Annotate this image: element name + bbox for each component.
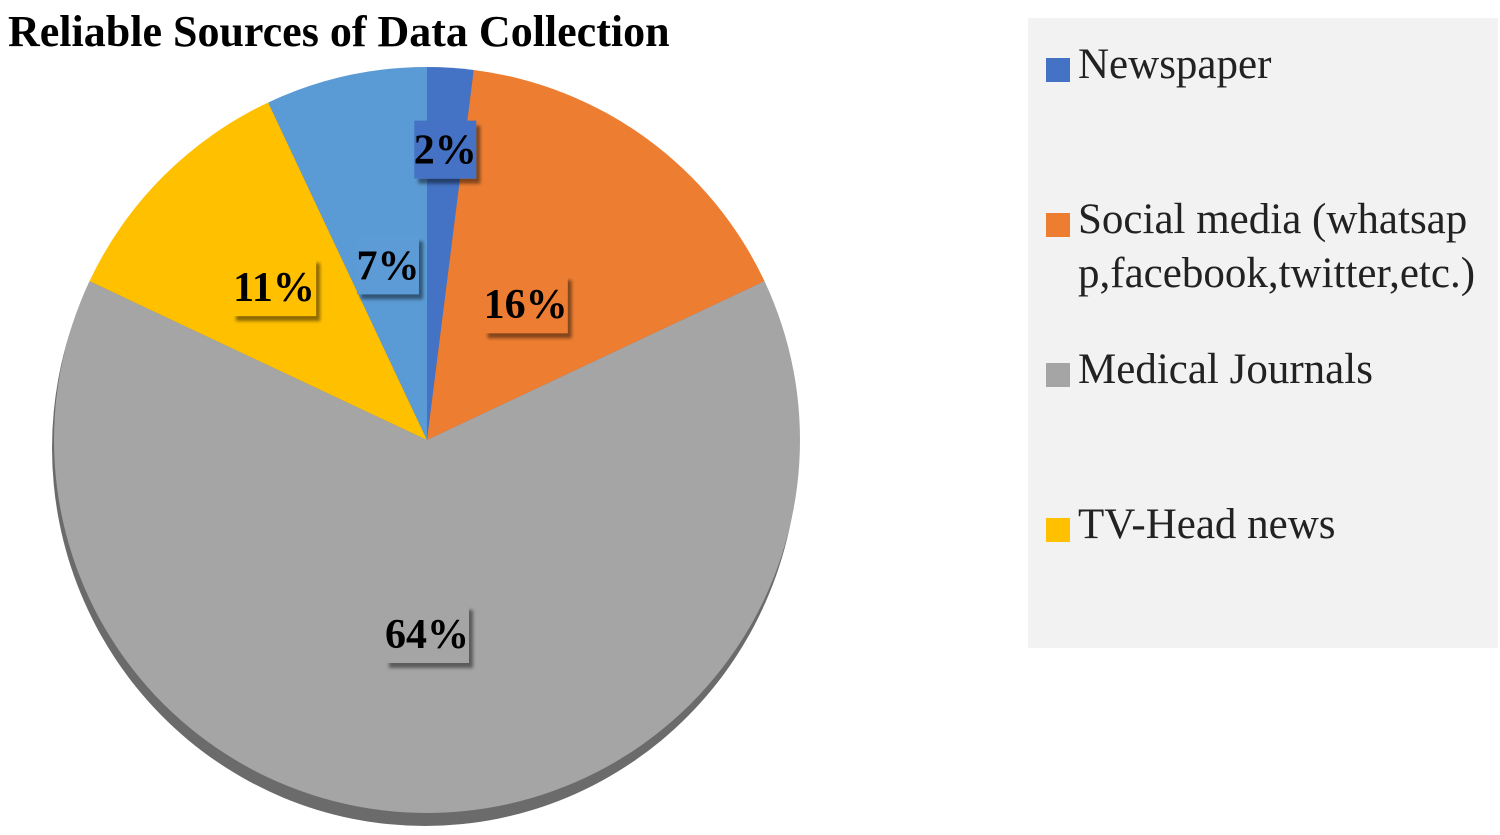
pie-slice-social-media-whatsapp-facebook-twitter-etc [427, 69, 765, 440]
legend-item-social-media: Social media (whatsapp,facebook,twitter,… [1046, 193, 1486, 301]
legend-label-tv-head-news: TV-Head news [1078, 501, 1336, 548]
data-label: 7% [356, 243, 419, 289]
pie-slices [54, 67, 800, 813]
legend-swatch-medical-journals [1046, 363, 1070, 387]
pie-chart: 2% 16% 64% 11% 7% [52, 67, 800, 826]
data-label-box [356, 236, 419, 295]
data-label: 16% [484, 282, 568, 328]
legend: Newspaper Social media (whatsapp,faceboo… [1028, 18, 1498, 648]
data-label-box [414, 120, 477, 179]
data-label: 2% [414, 128, 477, 174]
data-label-box [232, 258, 317, 317]
legend-swatch-tv-head-news [1046, 518, 1070, 542]
legend-label-social-media: Social media (whatsapp,facebook,twitter,… [1078, 196, 1476, 297]
chart-title: Reliable Sources of Data Collection [8, 7, 670, 56]
legend-swatch-newspaper [1046, 58, 1070, 82]
pie-slice-slice-5 [268, 67, 427, 440]
pie-slice-medical-journals [54, 281, 800, 813]
data-label-box [483, 275, 568, 334]
legend-swatch-social-media [1046, 213, 1070, 237]
data-label: 11% [233, 265, 315, 311]
legend-label-newspaper: Newspaper [1078, 41, 1272, 88]
data-label-box [385, 604, 469, 663]
legend-item-tv-head-news: TV-Head news [1046, 498, 1486, 552]
legend-item-medical-journals: Medical Journals [1046, 343, 1486, 397]
legend-label-medical-journals: Medical Journals [1078, 346, 1373, 393]
pie-labels: 2% 16% 64% 11% 7% [232, 120, 568, 663]
legend-item-newspaper: Newspaper [1046, 38, 1486, 92]
data-label: 64% [385, 612, 469, 658]
